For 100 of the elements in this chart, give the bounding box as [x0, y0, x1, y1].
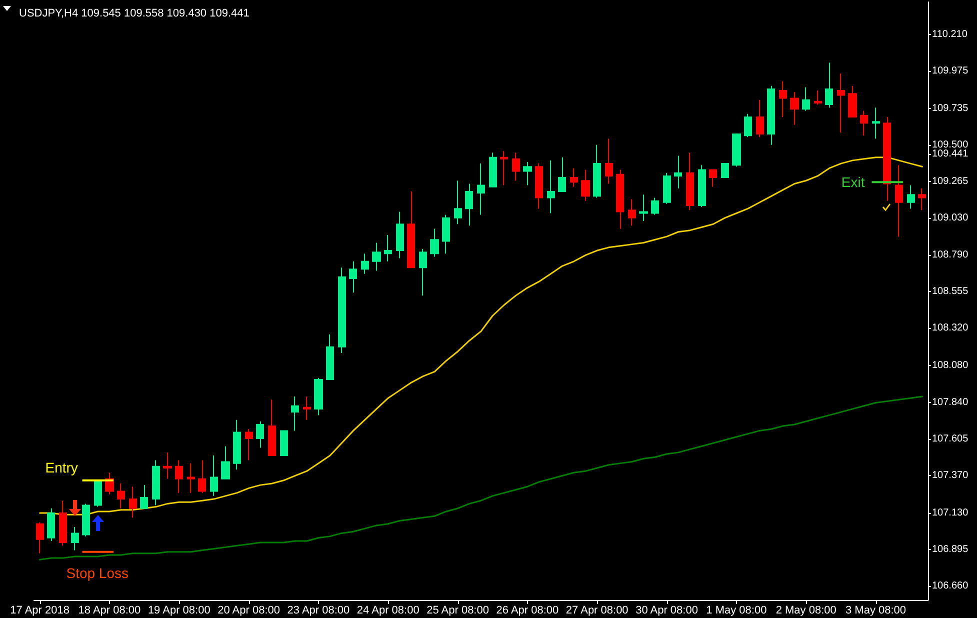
candlestick	[349, 260, 357, 293]
candlestick	[558, 156, 566, 192]
y-tick-label: 109.735	[932, 102, 969, 114]
candlestick	[802, 86, 810, 112]
candlestick	[744, 113, 752, 138]
y-tick-label: 108.320	[932, 322, 969, 334]
candlestick	[94, 480, 102, 508]
candlestick	[570, 168, 578, 188]
line-series	[39, 156, 923, 516]
candlestick	[233, 419, 241, 470]
candlestick	[825, 62, 833, 108]
candlestick	[732, 134, 741, 168]
text: USDJPY,H4 109.545 109.558 109.430 109.441	[19, 8, 250, 20]
candlestick	[82, 503, 90, 537]
candlestick	[372, 242, 381, 272]
candlestick	[639, 194, 648, 222]
x-tick-label: 3 May 08:00	[845, 604, 906, 616]
candlestick	[314, 377, 323, 416]
candlestick	[465, 183, 473, 226]
candlestick	[303, 396, 311, 420]
candlestick	[187, 462, 195, 494]
x-tick-label: 19 Apr 08:00	[148, 604, 210, 616]
candlestick	[698, 164, 706, 208]
x-tick-label: 1 May 08:00	[706, 604, 767, 616]
candlestick	[814, 90, 822, 106]
candlestick	[872, 107, 880, 140]
candlestick	[616, 169, 624, 230]
candlestick	[767, 85, 775, 146]
candlestick	[59, 500, 67, 546]
candlestick	[512, 152, 520, 182]
y-tick-label: 107.840	[932, 397, 969, 408]
candlestick	[709, 169, 717, 188]
candlestick	[280, 430, 288, 456]
candlestick	[790, 92, 799, 126]
y-tick-label: 110.210	[932, 29, 968, 40]
y-tick-label: 109.265	[932, 176, 969, 187]
candlestick	[779, 80, 787, 118]
candlestick	[268, 399, 276, 456]
x-tick-label: 18 Apr 08:00	[78, 604, 141, 616]
candlestick	[674, 155, 682, 189]
candlestick	[663, 172, 671, 204]
candlestick	[291, 396, 299, 432]
candlestick	[163, 452, 172, 480]
x-tick-label: 30 Apr 08:00	[636, 604, 698, 616]
candlestick	[581, 169, 590, 202]
x-tick-label: 23 Apr 08:00	[287, 604, 350, 616]
y-tick-label: 107.370	[932, 470, 969, 482]
candlestick	[860, 110, 868, 136]
candlestick	[419, 248, 427, 296]
y-tick-label: 109.975	[932, 66, 969, 77]
candlestick	[384, 234, 392, 262]
candlestick	[721, 163, 729, 178]
candlestick	[338, 267, 346, 354]
candlestick	[221, 446, 230, 480]
ref-line-label: Entry	[45, 459, 78, 476]
y-tick-label: 107.130	[932, 508, 969, 519]
candlestick	[129, 486, 137, 518]
x-tick-label: 20 Apr 08:00	[218, 604, 280, 616]
x-tick-label: 25 Apr 08:00	[426, 604, 489, 616]
candlestick	[593, 144, 601, 198]
candlestick	[628, 198, 636, 226]
candlestick	[396, 211, 404, 259]
y-tick-label: 108.080	[932, 360, 969, 371]
candlestick	[175, 460, 183, 494]
candlestick	[477, 163, 485, 216]
candlestick	[152, 460, 160, 506]
candlestick	[198, 460, 206, 494]
candlestick	[686, 152, 694, 211]
candlestick	[326, 334, 334, 380]
candlestick	[848, 85, 857, 118]
x-tick-label: 24 Apr 08:00	[356, 604, 420, 616]
candlestick	[837, 72, 845, 133]
candlestick	[756, 99, 764, 138]
candlestick	[245, 428, 253, 461]
x-tick-label: 17 Apr 2018	[10, 604, 70, 616]
candlestick	[883, 116, 891, 202]
candlestick	[442, 214, 450, 254]
x-tick-label: 2 May 08:00	[776, 604, 836, 616]
candlestick	[535, 163, 543, 210]
candlestick	[407, 190, 415, 268]
y-tick-label: 106.895	[932, 544, 969, 556]
y-tick-label: 108.790	[932, 250, 969, 261]
candlestick	[71, 526, 79, 551]
y-tick-label: 109.441	[932, 148, 969, 160]
y-tick-label: 107.605	[932, 434, 969, 445]
ref-line-label: Exit	[841, 174, 865, 190]
candlestick	[430, 228, 439, 258]
candlestick	[140, 484, 148, 509]
candlestick	[895, 164, 903, 238]
candlestick	[256, 420, 264, 448]
candlestick	[523, 161, 532, 186]
candlestick	[361, 253, 369, 274]
candlestick	[605, 138, 613, 184]
x-tick-label: 26 Apr 08:00	[496, 604, 559, 616]
ref-line-label: Stop Loss	[66, 564, 129, 581]
candlestick	[489, 152, 497, 188]
y-tick-label: 108.555	[932, 286, 969, 298]
x-tick-label: 27 Apr 08:00	[566, 604, 628, 616]
y-tick-label: 109.030	[932, 212, 969, 224]
candlestick	[36, 522, 44, 554]
